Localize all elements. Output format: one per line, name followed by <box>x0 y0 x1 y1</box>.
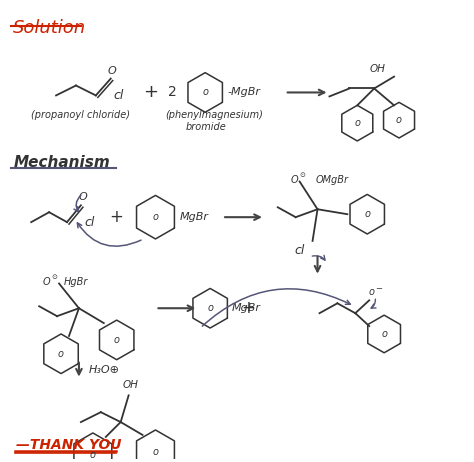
Text: O: O <box>42 277 50 286</box>
Text: MgBr: MgBr <box>179 212 209 222</box>
Text: bromide: bromide <box>185 122 226 132</box>
Text: OH: OH <box>123 380 138 390</box>
Text: Mechanism: Mechanism <box>13 155 110 170</box>
Text: o: o <box>381 329 387 339</box>
Text: +: + <box>109 208 123 226</box>
Text: o: o <box>114 335 120 345</box>
Text: HgBr: HgBr <box>64 277 88 286</box>
Text: o: o <box>58 349 64 359</box>
Text: -MgBr: -MgBr <box>227 87 260 97</box>
Text: H₃O⊕: H₃O⊕ <box>89 365 120 375</box>
Text: o: o <box>153 212 158 222</box>
Text: cl: cl <box>85 216 95 229</box>
Text: cl: cl <box>114 89 124 102</box>
Text: MgBr: MgBr <box>232 303 261 313</box>
Text: Solution: Solution <box>13 19 86 37</box>
Text: o: o <box>207 303 213 313</box>
Text: —THANK YOU: —THANK YOU <box>16 438 122 452</box>
Text: (propanoyl chloride): (propanoyl chloride) <box>31 110 130 120</box>
Text: o: o <box>354 118 360 128</box>
Text: ⊙: ⊙ <box>300 171 306 177</box>
Text: OMgBr: OMgBr <box>316 175 348 184</box>
Text: O: O <box>291 175 299 184</box>
Text: ⊙: ⊙ <box>51 274 57 280</box>
Text: 2: 2 <box>168 85 177 99</box>
Text: +: + <box>241 299 255 317</box>
Text: o: o <box>368 287 374 298</box>
Text: cl: cl <box>294 244 305 257</box>
Text: O: O <box>108 66 116 76</box>
Text: +: + <box>143 84 158 102</box>
Text: O: O <box>79 192 87 202</box>
Text: o: o <box>364 209 370 219</box>
Text: o: o <box>90 450 96 460</box>
Text: −: − <box>375 284 382 293</box>
Text: o: o <box>396 115 402 125</box>
Text: (phenylmagnesium): (phenylmagnesium) <box>165 110 263 120</box>
Text: o: o <box>202 87 208 97</box>
Text: o: o <box>153 447 158 457</box>
Text: OH: OH <box>369 64 385 74</box>
